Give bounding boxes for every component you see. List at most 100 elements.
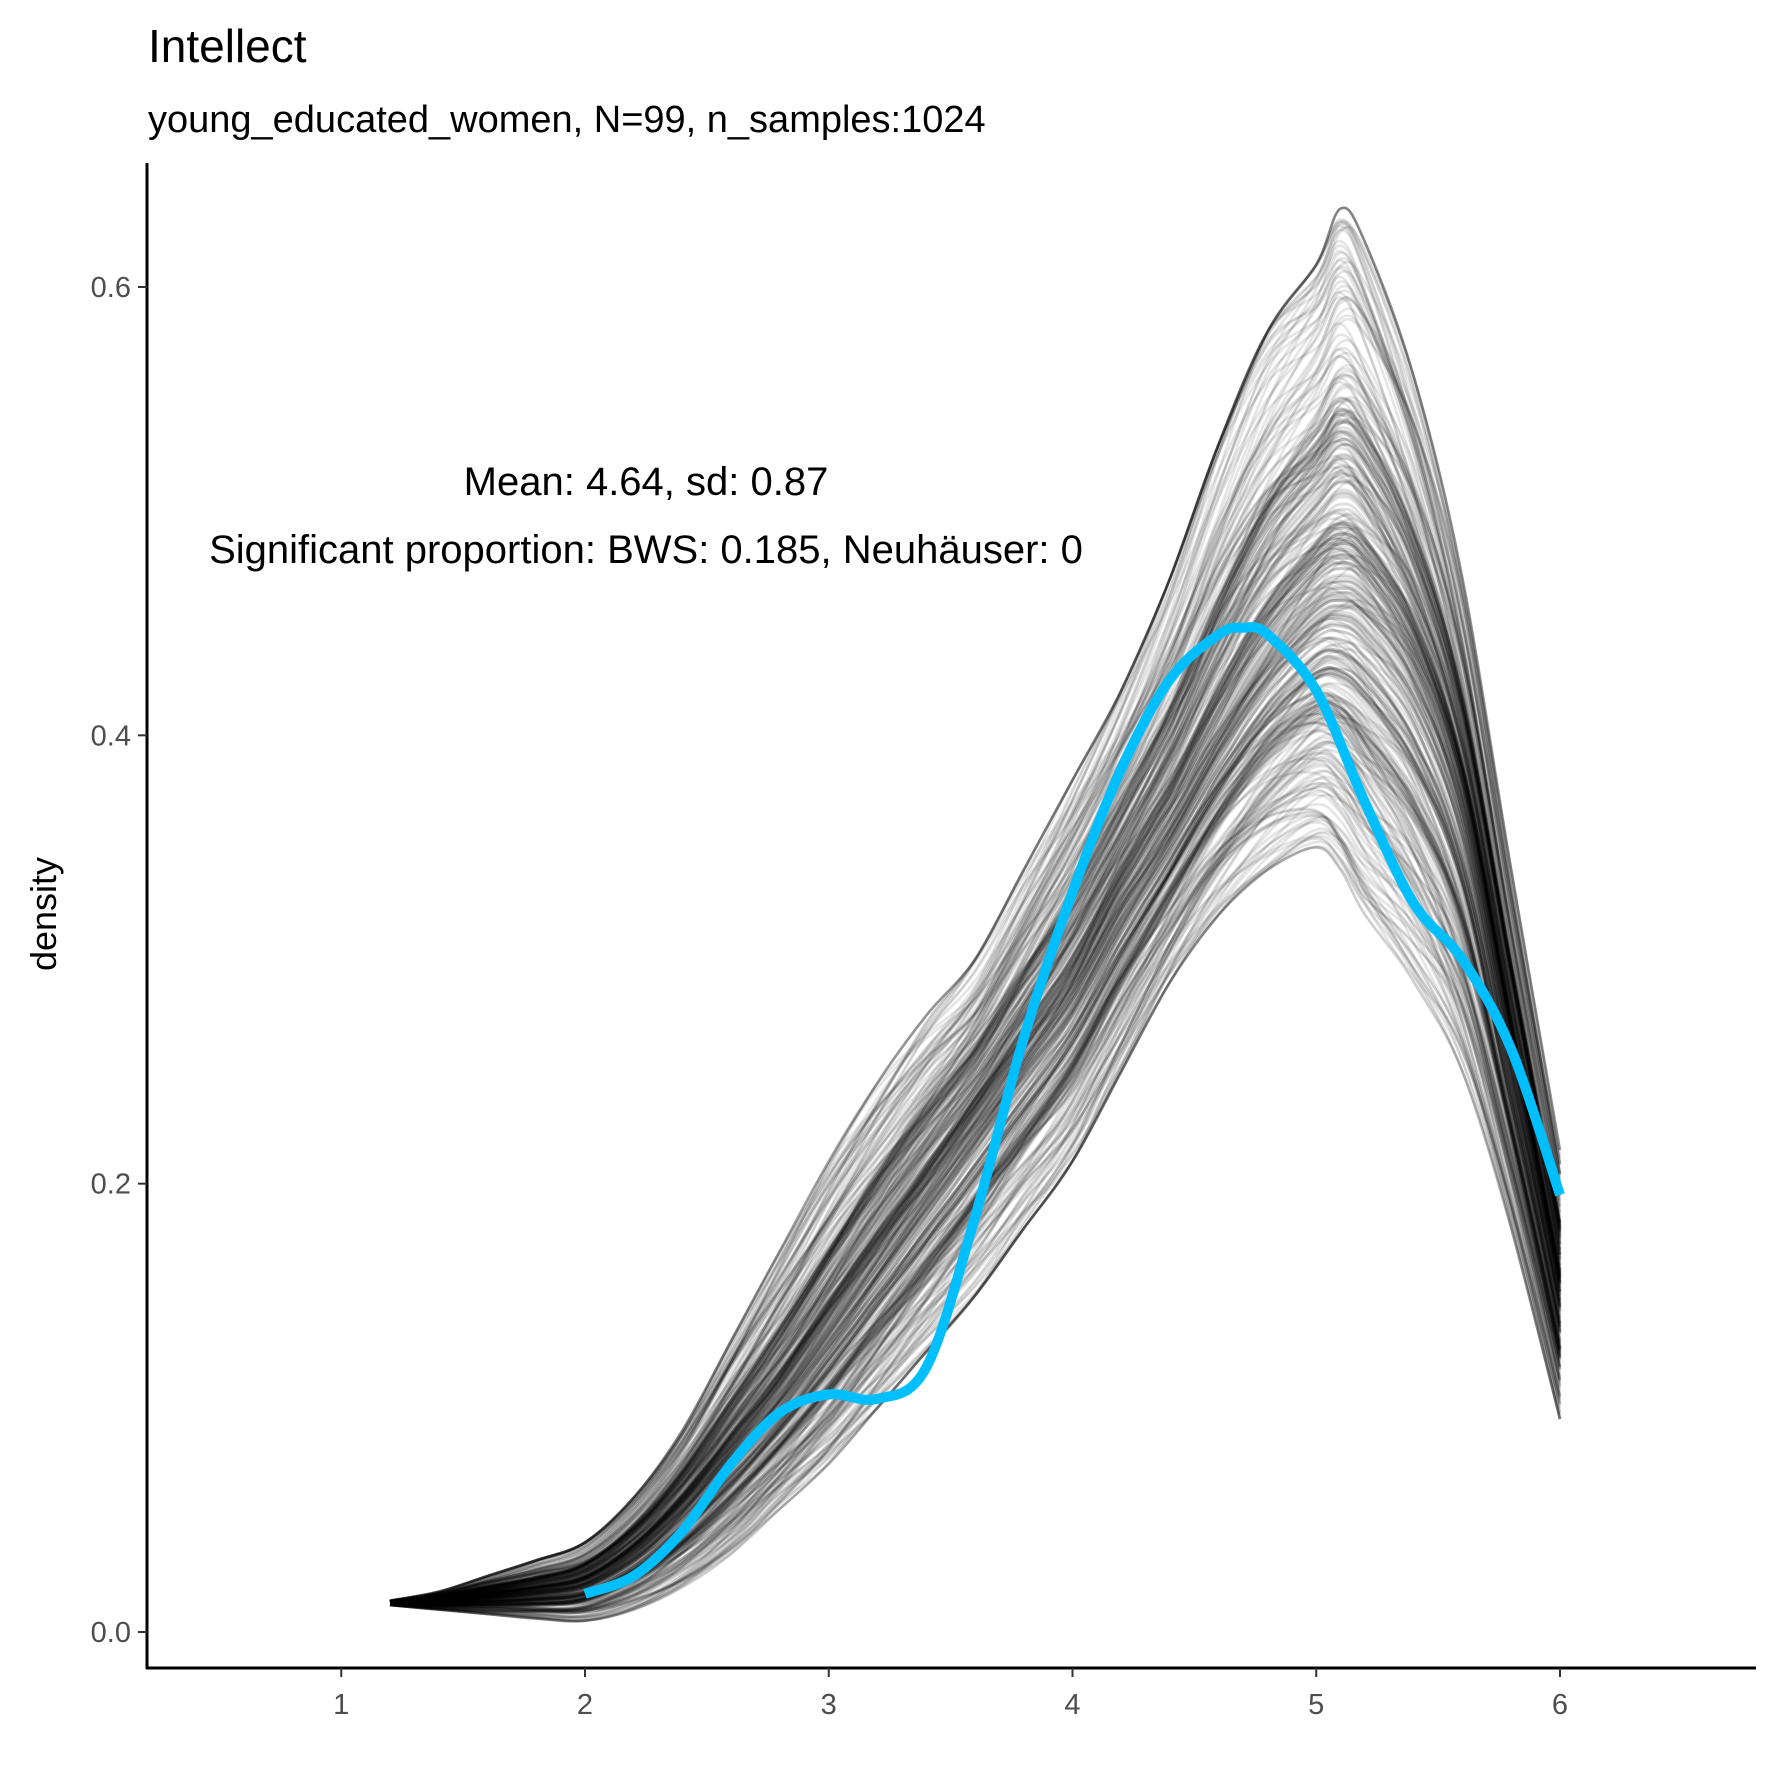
bootstrap-curve bbox=[389, 552, 1562, 1605]
bootstrap-curve bbox=[389, 546, 1562, 1605]
bootstrap-curve bbox=[389, 837, 1562, 1619]
bootstrap-curve bbox=[389, 348, 1562, 1603]
x-axis-ticks: 1 2 3 4 5 6 bbox=[333, 1668, 1568, 1721]
bootstrap-curve bbox=[389, 355, 1562, 1603]
bootstrap-curve bbox=[389, 658, 1562, 1605]
bootstrap-curve bbox=[389, 206, 1562, 1603]
bootstrap-curve bbox=[389, 586, 1562, 1605]
bootstrap-curve bbox=[389, 535, 1562, 1605]
bootstrap-curve bbox=[389, 818, 1562, 1621]
bootstrap-curve bbox=[389, 381, 1562, 1603]
y-tick-label: 0.0 bbox=[91, 1617, 131, 1649]
bootstrap-curve bbox=[389, 816, 1562, 1622]
bootstrap-curve bbox=[389, 580, 1562, 1604]
bootstrap-curve bbox=[389, 749, 1562, 1611]
bootstrap-curve bbox=[389, 550, 1562, 1604]
bootstrap-curve bbox=[389, 716, 1562, 1612]
bootstrap-curve bbox=[389, 542, 1562, 1605]
bootstrap-curve bbox=[389, 206, 1562, 1603]
bootstrap-curve bbox=[389, 542, 1562, 1605]
bootstrap-curve bbox=[389, 465, 1562, 1605]
bootstrap-curve bbox=[389, 517, 1562, 1604]
bootstrap-curve bbox=[389, 755, 1562, 1611]
bootstrap-curve bbox=[389, 416, 1562, 1603]
bootstrap-curve bbox=[389, 666, 1562, 1606]
bootstrap-curve bbox=[389, 587, 1562, 1605]
bootstrap-curve bbox=[389, 606, 1562, 1604]
x-tick-label: 4 bbox=[1064, 1689, 1080, 1721]
bootstrap-curve bbox=[389, 220, 1562, 1602]
bootstrap-curve bbox=[389, 526, 1562, 1604]
bootstrap-curve bbox=[389, 521, 1562, 1604]
bootstrap-curve bbox=[389, 639, 1562, 1605]
bootstrap-curve bbox=[389, 617, 1562, 1605]
bootstrap-curve bbox=[389, 614, 1562, 1605]
bootstrap-curve bbox=[389, 757, 1562, 1606]
bootstrap-curve bbox=[389, 752, 1562, 1607]
bootstrap-curve bbox=[389, 539, 1562, 1605]
bootstrap-curve bbox=[389, 621, 1562, 1605]
bootstrap-curve bbox=[389, 746, 1562, 1607]
bootstrap-curve bbox=[389, 532, 1562, 1605]
bootstrap-curve bbox=[389, 296, 1562, 1603]
bootstrap-curve bbox=[389, 713, 1562, 1610]
bootstrap-curve bbox=[389, 770, 1562, 1615]
bootstrap-curve bbox=[389, 222, 1562, 1602]
bootstrap-curve bbox=[389, 654, 1562, 1605]
bootstrap-curve bbox=[389, 553, 1562, 1605]
bootstrap-curve bbox=[389, 532, 1562, 1605]
bootstrap-curve bbox=[389, 249, 1562, 1602]
bootstrap-curve bbox=[389, 846, 1562, 1623]
bootstrap-curve bbox=[389, 668, 1562, 1605]
bootstrap-curve bbox=[389, 609, 1562, 1605]
bootstrap-curve bbox=[389, 655, 1562, 1606]
bootstrap-curve bbox=[389, 217, 1562, 1603]
bootstrap-curve bbox=[389, 289, 1562, 1602]
bootstrap-curve bbox=[389, 846, 1562, 1623]
bootstrap-curve bbox=[389, 643, 1562, 1607]
bootstrap-curve bbox=[389, 470, 1562, 1604]
bootstrap-curve bbox=[389, 291, 1562, 1603]
bootstrap-curve bbox=[389, 397, 1562, 1603]
bootstrap-curve bbox=[389, 660, 1562, 1605]
bootstrap-curve bbox=[389, 719, 1562, 1614]
bootstrap-curve bbox=[389, 458, 1562, 1603]
bootstrap-curve bbox=[389, 598, 1562, 1605]
bootstrap-curve bbox=[389, 727, 1562, 1605]
bootstrap-curve bbox=[389, 396, 1562, 1604]
bootstrap-curve bbox=[389, 580, 1562, 1605]
bootstrap-curve bbox=[389, 523, 1562, 1604]
bootstrap-curve bbox=[389, 781, 1562, 1612]
bootstrap-curve bbox=[389, 740, 1562, 1614]
bootstrap-curve bbox=[389, 741, 1562, 1615]
y-axis-label: density bbox=[23, 857, 64, 971]
bootstrap-curve bbox=[389, 561, 1562, 1605]
bootstrap-curve bbox=[389, 636, 1562, 1605]
bootstrap-curve bbox=[389, 547, 1562, 1604]
bootstrap-curve bbox=[389, 206, 1562, 1603]
bootstrap-curve bbox=[389, 412, 1562, 1604]
x-tick-label: 3 bbox=[821, 1689, 837, 1721]
bootstrap-curve bbox=[389, 649, 1562, 1605]
bootstrap-curve bbox=[389, 469, 1562, 1604]
bootstrap-curve bbox=[389, 785, 1562, 1613]
bootstrap-curve bbox=[389, 537, 1562, 1603]
bootstrap-curve bbox=[389, 443, 1562, 1603]
bootstrap-curve bbox=[389, 770, 1562, 1606]
bootstrap-curve bbox=[389, 560, 1562, 1605]
bootstrap-curve bbox=[389, 435, 1562, 1603]
bootstrap-curve bbox=[389, 396, 1562, 1604]
bootstrap-curve bbox=[389, 596, 1562, 1605]
bootstrap-curve bbox=[389, 628, 1562, 1605]
bootstrap-curve bbox=[389, 507, 1562, 1604]
bootstrap-curve bbox=[389, 522, 1562, 1603]
bootstrap-curve bbox=[389, 373, 1562, 1604]
bootstrap-curve bbox=[389, 488, 1562, 1604]
bootstrap-curve bbox=[389, 447, 1562, 1604]
bootstrap-curve bbox=[389, 280, 1562, 1602]
bootstrap-curve bbox=[389, 802, 1562, 1615]
bootstrap-curve bbox=[389, 478, 1562, 1604]
bootstrap-curve bbox=[389, 539, 1562, 1605]
bootstrap-curve bbox=[389, 314, 1562, 1603]
